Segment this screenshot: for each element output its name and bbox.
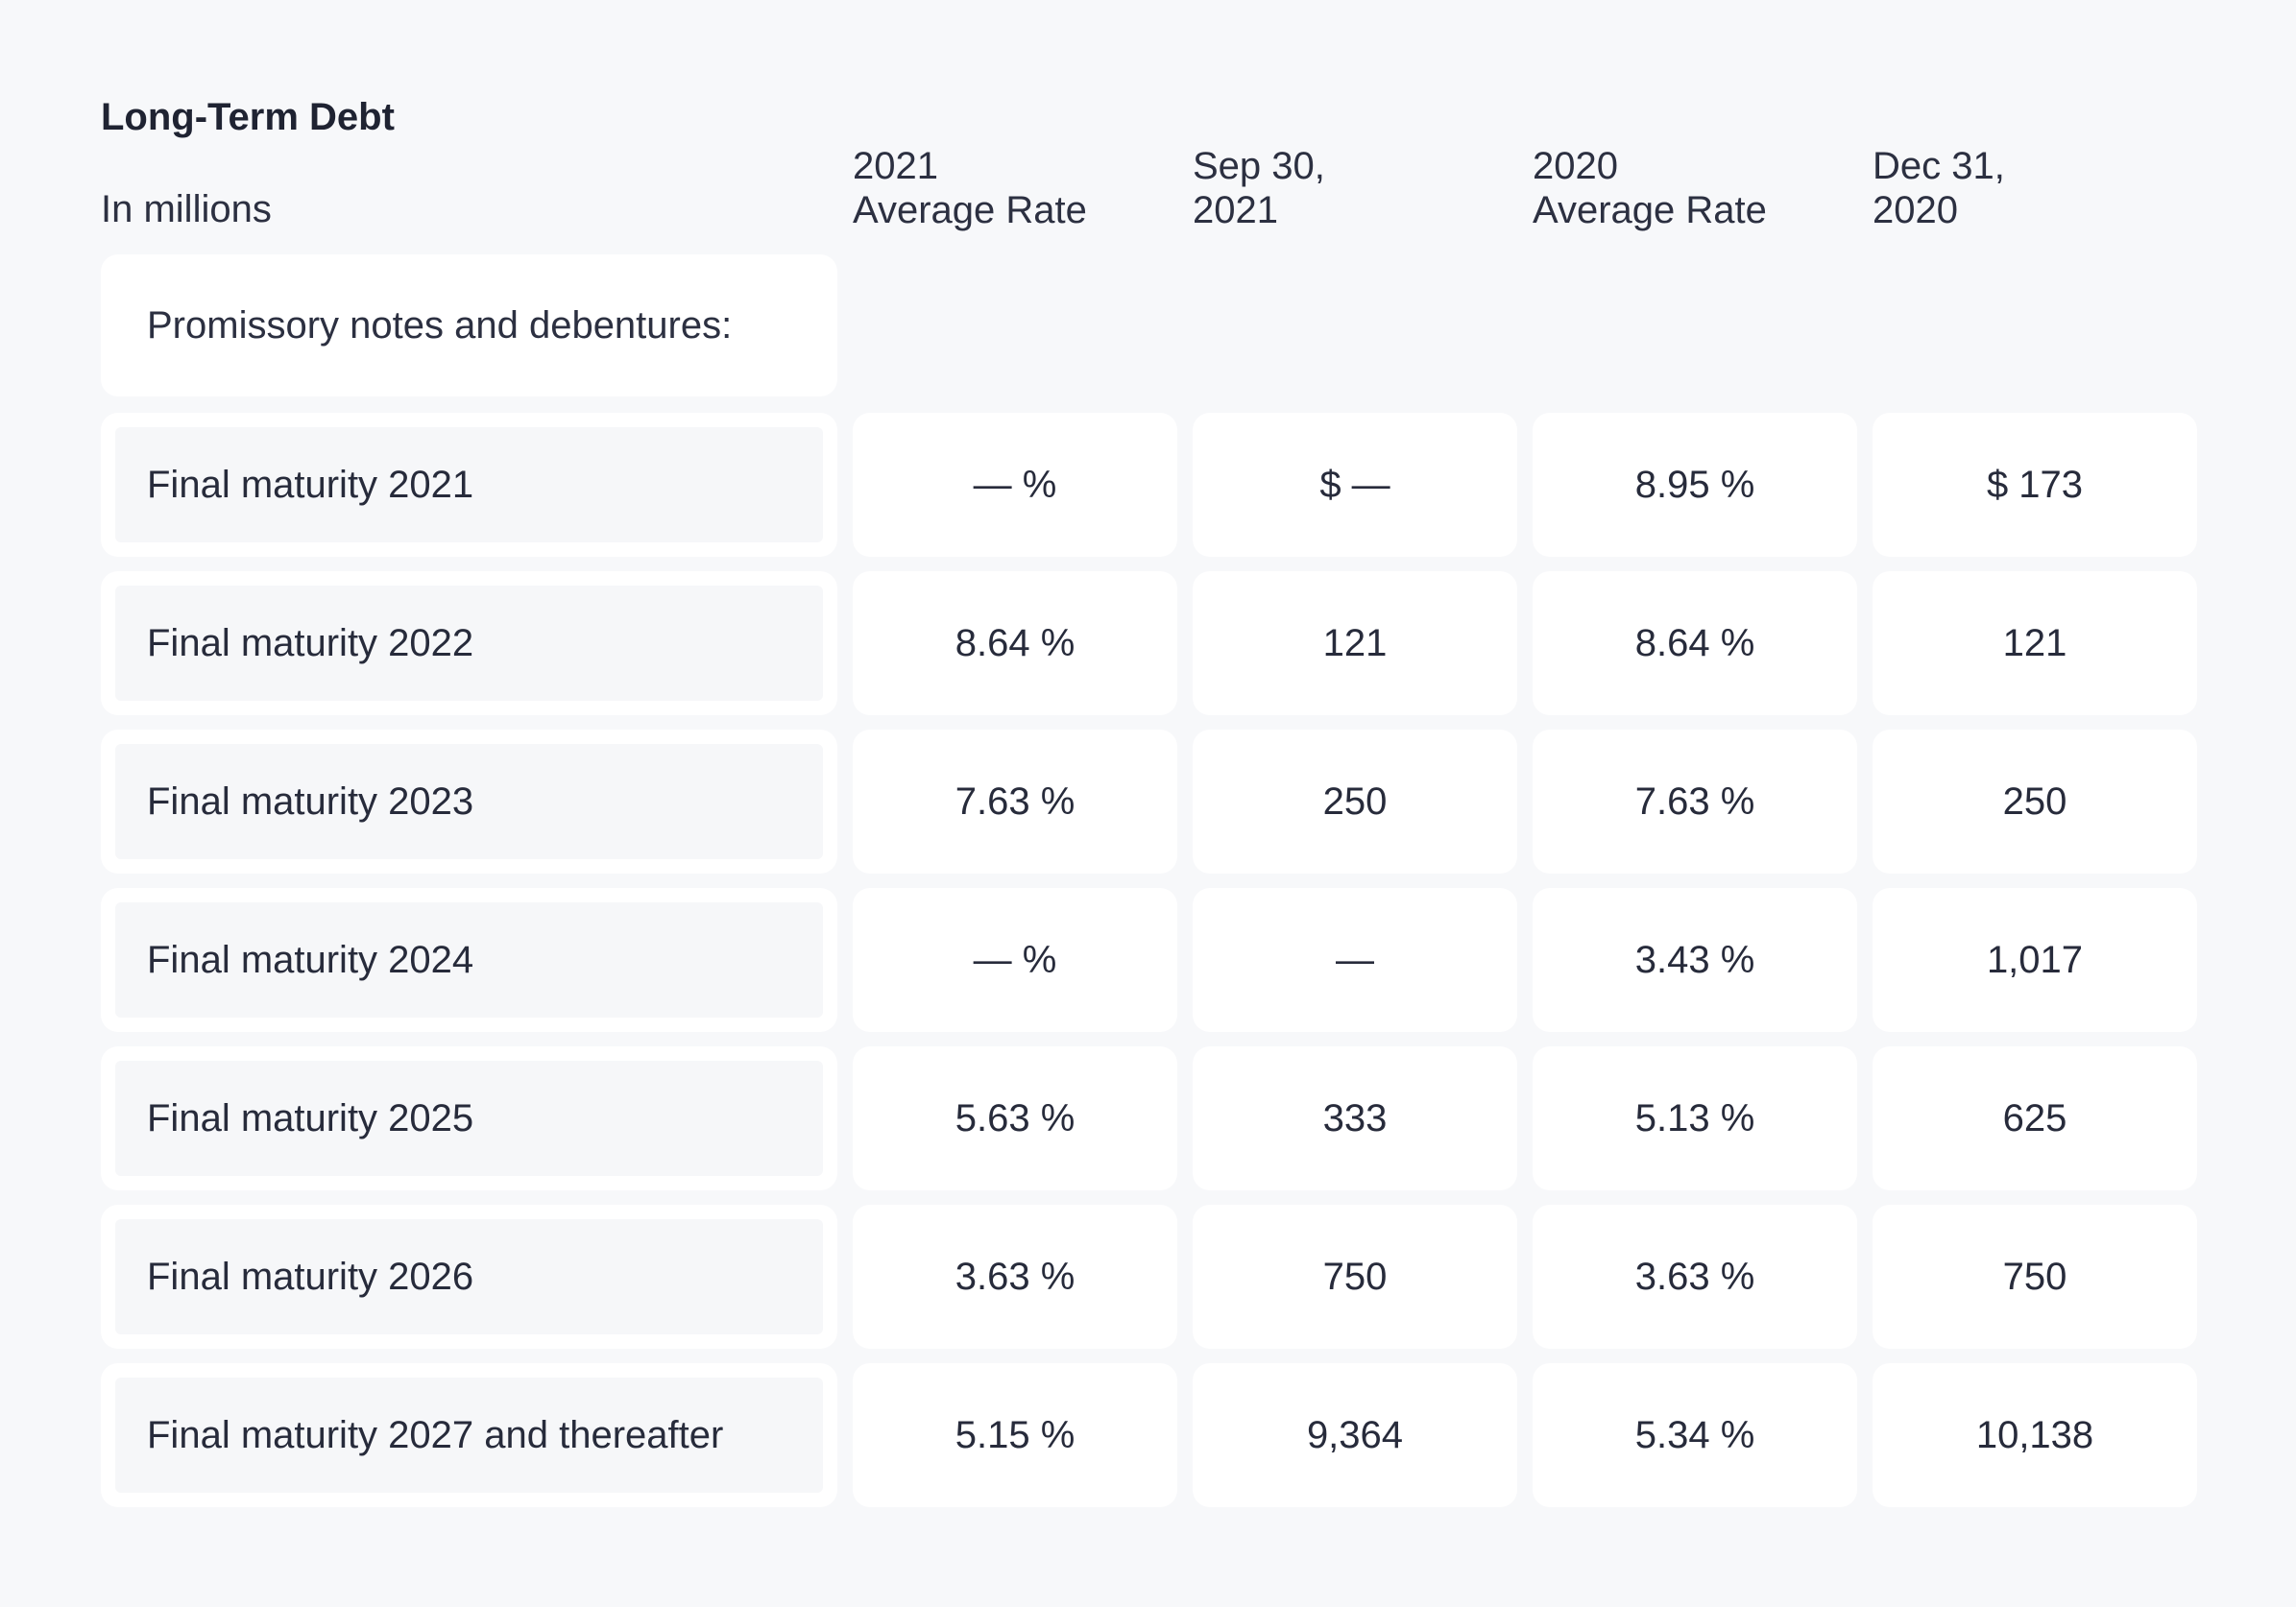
table-cell: 625 [1873,1046,2197,1190]
row-label: Final maturity 2023 [115,744,823,859]
column-header-line: 2020 [1533,145,1618,187]
row-label-cell: Final maturity 2025 [101,1046,837,1190]
table-cell: 333 [1193,1046,1517,1190]
table-cell: 8.95 % [1533,413,1857,557]
table-cell: 250 [1193,730,1517,874]
column-header-line: 2021 [1193,189,1278,231]
table-cell: 9,364 [1193,1363,1517,1507]
table-cell: 8.64 % [1533,571,1857,715]
table-cell: 10,138 [1873,1363,2197,1507]
column-header-dec-31-2020: Dec 31, 2020 [1873,144,2005,232]
table-row: Final maturity 2021 — % $ — 8.95 % $ 173 [101,413,2199,557]
table-cell: — % [853,413,1177,557]
table-cell: 250 [1873,730,2197,874]
table-row: Final maturity 2026 3.63 % 750 3.63 % 75… [101,1205,2199,1349]
column-header-line: Average Rate [853,189,1087,231]
units-label: In millions [101,188,272,230]
table-cell: 5.63 % [853,1046,1177,1190]
table-row: Final maturity 2025 5.63 % 333 5.13 % 62… [101,1046,2199,1190]
column-header-line: 2021 [853,145,938,187]
table-row: Final maturity 2023 7.63 % 250 7.63 % 25… [101,730,2199,874]
table-cell: 8.64 % [853,571,1177,715]
table-cell: 7.63 % [853,730,1177,874]
row-label: Final maturity 2021 [115,427,823,542]
table-cell: 121 [1873,571,2197,715]
row-label: Final maturity 2027 and thereafter [115,1378,823,1493]
table-cell: 5.34 % [1533,1363,1857,1507]
row-label-cell: Final maturity 2022 [101,571,837,715]
table-row: Final maturity 2022 8.64 % 121 8.64 % 12… [101,571,2199,715]
table-cell: $ 173 [1873,413,2197,557]
table-row: Final maturity 2024 — % — 3.43 % 1,017 [101,888,2199,1032]
column-header-line: Dec 31, [1873,145,2005,187]
table-cell: 750 [1193,1205,1517,1349]
row-label-cell: Final maturity 2026 [101,1205,837,1349]
table-cell: 7.63 % [1533,730,1857,874]
row-label: Final maturity 2026 [115,1219,823,1334]
table-cell: 3.63 % [1533,1205,1857,1349]
column-header-line: Average Rate [1533,189,1767,231]
column-header-sep-30-2021: Sep 30, 2021 [1193,144,1325,232]
table-cell: — % [853,888,1177,1032]
column-header-line: Sep 30, [1193,145,1325,187]
table-cell: 3.63 % [853,1205,1177,1349]
table-cell: 3.43 % [1533,888,1857,1032]
table-cell: 5.13 % [1533,1046,1857,1190]
table-cell: $ — [1193,413,1517,557]
column-header-2020-average-rate: 2020 Average Rate [1533,144,1767,232]
row-label-cell: Final maturity 2021 [101,413,837,557]
column-header-line: 2020 [1873,189,1958,231]
row-label: Final maturity 2024 [115,902,823,1018]
row-label-cell: Final maturity 2023 [101,730,837,874]
section-label: Promissory notes and debentures: [101,254,837,396]
table-row: Final maturity 2027 and thereafter 5.15 … [101,1363,2199,1507]
table-cell: 1,017 [1873,888,2197,1032]
row-label-cell: Final maturity 2024 [101,888,837,1032]
table-cell: — [1193,888,1517,1032]
table-title: Long-Term Debt [101,96,395,138]
row-label-cell: Final maturity 2027 and thereafter [101,1363,837,1507]
table-cell: 121 [1193,571,1517,715]
row-label: Final maturity 2022 [115,586,823,701]
column-header-2021-average-rate: 2021 Average Rate [853,144,1087,232]
row-label: Final maturity 2025 [115,1061,823,1176]
table-cell: 5.15 % [853,1363,1177,1507]
table-cell: 750 [1873,1205,2197,1349]
